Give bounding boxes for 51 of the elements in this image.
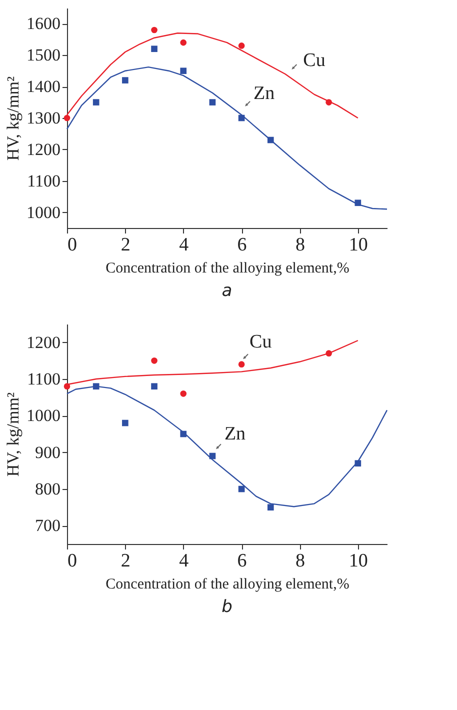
point: [151, 46, 158, 52]
x-tick-label: 6: [237, 234, 247, 256]
y-tick-label: 1200: [26, 140, 60, 159]
point: [151, 26, 158, 34]
x-axis-title: Concentration of the alloying element,%: [106, 576, 350, 592]
y-tick-label: 1000: [26, 202, 60, 222]
x-tick-label: 0: [68, 550, 77, 572]
y-tick-label: 700: [35, 516, 60, 536]
point: [151, 383, 158, 390]
x-tick-label: 8: [295, 234, 305, 256]
text: b: [222, 597, 232, 617]
y-tick-label: 1400: [26, 77, 60, 96]
x-tick-label: 4: [179, 234, 190, 256]
y-axis-title: HV, kg/mm²: [4, 76, 22, 161]
point: [122, 420, 128, 426]
x-tick-label: 2: [120, 234, 130, 256]
point: [180, 390, 187, 397]
series-label: Zn: [254, 82, 276, 104]
point: [238, 361, 245, 368]
y-tick-label: 1300: [26, 108, 60, 128]
y-tick-label: 1500: [26, 46, 60, 65]
series-label: Cu: [250, 332, 272, 353]
y-tick-label: 1000: [26, 406, 60, 426]
point: [180, 39, 187, 46]
y-tick-label: 900: [35, 442, 60, 462]
x-tick-label: 10: [348, 234, 368, 256]
point: [238, 42, 245, 49]
point: [267, 504, 274, 510]
point: [92, 99, 100, 106]
x-tick-label: 6: [237, 550, 247, 572]
y-axis-title: HV, kg/mm²: [4, 392, 22, 477]
x-tick-label: 4: [179, 550, 190, 572]
y-tick-label: 1200: [26, 332, 60, 352]
x-tick-label: 0: [68, 234, 77, 256]
x-tick-label: 10: [348, 550, 368, 572]
y-tick-label: 1600: [26, 14, 60, 34]
point: [122, 77, 128, 84]
point: [209, 99, 216, 106]
point: [180, 68, 187, 74]
series-label: Zn: [224, 424, 246, 445]
line-series: [66, 66, 388, 210]
text: a: [222, 281, 232, 301]
x-tick-label: 8: [295, 550, 305, 572]
x-axis-title: Concentration of the alloying element,%: [106, 260, 350, 276]
point: [151, 358, 158, 364]
y-tick-label: 1100: [27, 171, 60, 190]
point: [64, 114, 70, 122]
y-tick-label: 800: [35, 480, 60, 498]
x-tick-label: 2: [120, 550, 130, 572]
y-tick-label: 1100: [27, 370, 60, 388]
series-label: Cu: [303, 50, 326, 71]
